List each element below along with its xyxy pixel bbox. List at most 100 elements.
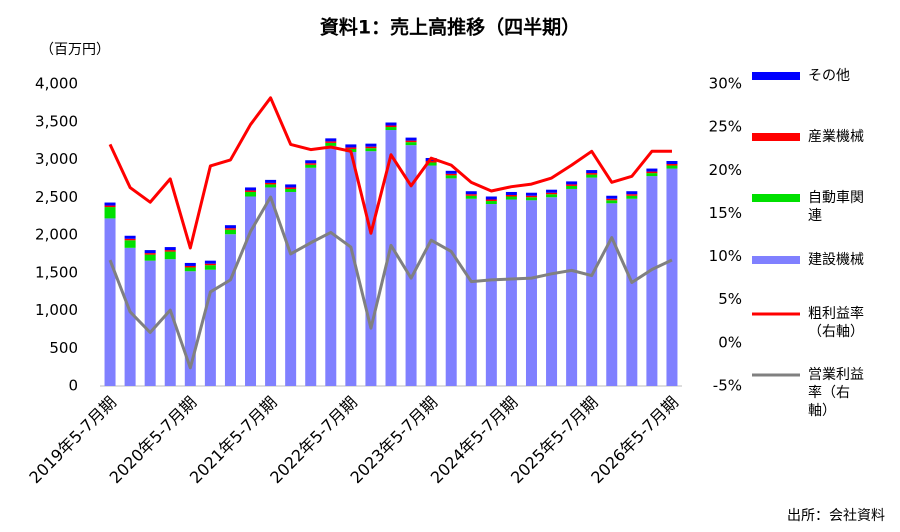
bar bbox=[465, 191, 477, 195]
legend-label: 産業機械 bbox=[808, 129, 864, 145]
bar bbox=[305, 163, 317, 165]
bar bbox=[546, 194, 558, 198]
bar bbox=[265, 182, 277, 185]
bar bbox=[445, 170, 457, 174]
bar bbox=[164, 247, 176, 251]
bar bbox=[144, 253, 156, 255]
bar bbox=[505, 196, 517, 200]
bar bbox=[525, 195, 537, 198]
bar bbox=[305, 164, 317, 168]
y-tick-label: 4,000 bbox=[35, 75, 78, 93]
y-tick-label: 3,500 bbox=[35, 112, 78, 130]
bar bbox=[405, 142, 417, 146]
y-axis-label: （百万円） bbox=[40, 42, 110, 58]
y2-tick-label: 20% bbox=[709, 161, 742, 179]
bar bbox=[265, 184, 277, 188]
bar bbox=[265, 187, 277, 386]
bar bbox=[204, 265, 216, 270]
bar bbox=[425, 165, 437, 386]
bar bbox=[666, 164, 678, 166]
bar bbox=[365, 143, 377, 147]
bar bbox=[345, 144, 357, 148]
bar bbox=[485, 196, 497, 200]
bar bbox=[345, 151, 357, 386]
bar bbox=[646, 168, 658, 172]
bar bbox=[224, 234, 236, 386]
y2-tick-label: -5% bbox=[713, 377, 742, 395]
bar bbox=[144, 260, 156, 386]
bar bbox=[224, 228, 236, 230]
bar bbox=[405, 137, 417, 141]
y-tick-label: 1,500 bbox=[35, 263, 78, 281]
bar bbox=[124, 247, 136, 386]
y2-tick-label: 15% bbox=[709, 204, 742, 222]
bar bbox=[525, 200, 537, 386]
bar bbox=[104, 205, 116, 208]
bar bbox=[245, 190, 257, 192]
bar bbox=[485, 199, 497, 202]
bar bbox=[646, 173, 658, 177]
bar bbox=[204, 269, 216, 386]
bar bbox=[505, 191, 517, 195]
bar bbox=[485, 201, 497, 205]
bar bbox=[164, 251, 176, 260]
bar bbox=[164, 250, 176, 252]
bar bbox=[606, 195, 618, 199]
bar bbox=[385, 127, 397, 131]
bar bbox=[586, 173, 598, 175]
bar bbox=[626, 198, 638, 386]
bar bbox=[365, 148, 377, 152]
bar bbox=[505, 199, 517, 386]
bar bbox=[566, 185, 578, 189]
bar bbox=[285, 188, 297, 192]
bar bbox=[606, 198, 618, 201]
legend-label: 自動車関連 bbox=[808, 190, 864, 224]
bar bbox=[666, 161, 678, 165]
bar bbox=[566, 188, 578, 386]
bar bbox=[245, 191, 257, 197]
y-tick-label: 3,000 bbox=[35, 150, 78, 168]
bar bbox=[646, 171, 658, 174]
bar bbox=[546, 197, 558, 386]
x-tick-label: 2026年5-7月期 bbox=[587, 393, 682, 488]
bar bbox=[325, 142, 337, 146]
bar bbox=[465, 194, 477, 196]
y2-tick-label: 30% bbox=[709, 75, 742, 93]
bar bbox=[305, 167, 317, 386]
bar bbox=[104, 218, 116, 386]
bar bbox=[606, 203, 618, 386]
bar bbox=[184, 265, 196, 268]
bar bbox=[465, 198, 477, 386]
bar bbox=[245, 187, 257, 191]
bar bbox=[204, 263, 216, 266]
bar bbox=[405, 140, 417, 143]
bar bbox=[245, 196, 257, 386]
bar bbox=[164, 259, 176, 386]
bar bbox=[546, 192, 558, 195]
bar bbox=[285, 184, 297, 188]
legend-label: 営業利益率（右軸） bbox=[808, 367, 864, 419]
y2-tick-label: 0% bbox=[718, 333, 742, 351]
bar bbox=[184, 271, 196, 386]
y2-tick-label: 5% bbox=[718, 290, 742, 308]
bar bbox=[485, 204, 497, 386]
chart-title: 資料1：売上高推移（四半期） bbox=[320, 16, 580, 39]
legend-swatch bbox=[752, 72, 800, 80]
bar bbox=[385, 130, 397, 386]
bar bbox=[445, 175, 457, 179]
bar bbox=[626, 194, 638, 196]
bar bbox=[104, 207, 116, 219]
bar bbox=[325, 141, 337, 143]
bar bbox=[104, 202, 116, 206]
legend-swatch bbox=[752, 133, 800, 141]
legend-swatch bbox=[752, 256, 800, 264]
legend-label: 建設機械 bbox=[808, 252, 864, 268]
bar bbox=[325, 138, 337, 142]
bar bbox=[184, 267, 196, 272]
y-tick-label: 2,500 bbox=[35, 188, 78, 206]
bar bbox=[385, 125, 397, 128]
bar bbox=[465, 195, 477, 199]
bar bbox=[204, 260, 216, 264]
bar bbox=[285, 187, 297, 189]
